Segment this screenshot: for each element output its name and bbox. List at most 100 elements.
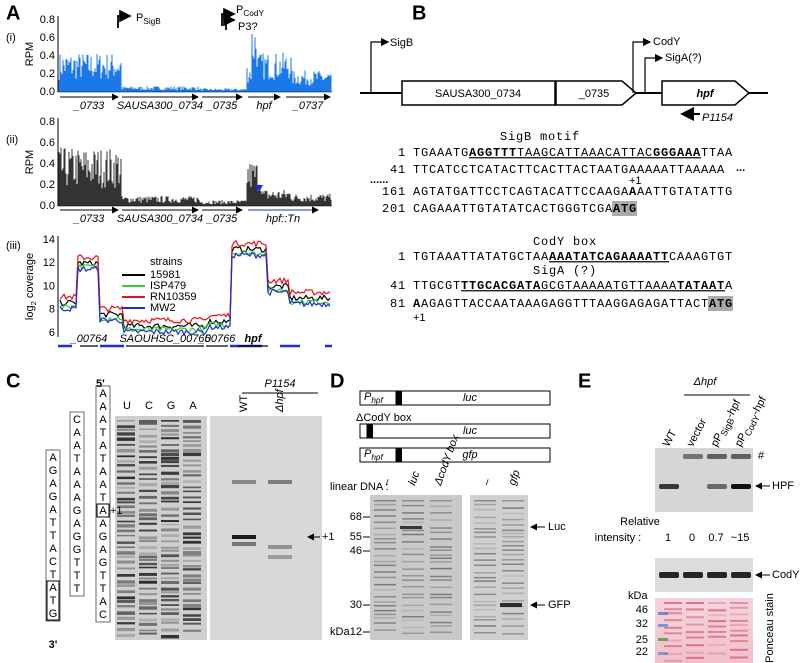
ponceau-band — [708, 625, 726, 628]
sequence: AGTATGATTCCTCAGTACATTCCAAGA — [413, 185, 629, 199]
gel-band — [183, 618, 201, 621]
gel-band — [430, 546, 452, 548]
gel-band — [474, 559, 496, 561]
sequence-letter: T — [100, 570, 107, 582]
motif-label: CodY box — [533, 235, 597, 249]
lane-label: vector — [685, 416, 710, 448]
gel-band — [430, 596, 452, 599]
sequence-letter: T — [50, 530, 57, 542]
gel-band — [161, 549, 179, 552]
lane-label: U — [123, 400, 131, 412]
promoter-label: Phpf — [364, 448, 384, 462]
gel-band — [502, 575, 524, 577]
gel-band — [183, 559, 201, 562]
gel-band — [374, 571, 396, 573]
gel-band — [139, 517, 157, 521]
gel-band — [474, 516, 496, 519]
lane-label-main: WT — [661, 428, 680, 449]
gel-band — [117, 491, 135, 494]
gel-band — [183, 536, 201, 539]
gel-band — [139, 502, 157, 505]
sequence-letter: C — [99, 609, 107, 621]
gel-band — [139, 489, 157, 493]
kda-tick-label: 32 — [636, 618, 648, 630]
gene-label: luc — [463, 392, 478, 404]
line-number: 1 — [398, 146, 406, 160]
y-tick-label: 8 — [49, 304, 55, 316]
lane-label: A — [189, 400, 197, 412]
band-label: Luc — [548, 521, 566, 533]
sequence-letter: A — [73, 440, 81, 452]
intensity-value: 0.7 — [708, 532, 723, 544]
sequence: TTAA — [701, 146, 733, 160]
gel-band — [117, 567, 135, 570]
sequence-letter: T — [100, 492, 107, 504]
gel-band — [502, 500, 524, 502]
gel-band — [139, 428, 157, 430]
sequence: A — [725, 279, 733, 293]
gel-band — [402, 533, 424, 536]
gel-band — [161, 554, 179, 558]
sequence-letter: C — [73, 414, 81, 426]
gel-band — [161, 577, 179, 580]
gel-band — [161, 587, 179, 591]
gel-band — [139, 423, 157, 425]
sequence: TTCATCCTCATACTTCACTTACTAATGAAAAATTAAAAA — [413, 163, 725, 177]
promoter-label-sub: CodY — [243, 9, 264, 18]
sequence: AAATATCAGAAAATT — [549, 250, 669, 264]
gel-band — [161, 563, 179, 567]
gel-band — [268, 480, 292, 484]
gel-band — [232, 480, 256, 484]
gel-band — [161, 478, 179, 481]
promoter-arrow — [370, 37, 390, 93]
ladder-band — [658, 612, 668, 615]
gel-band — [402, 504, 424, 507]
gel-band — [502, 535, 524, 538]
gene-label: SAUSA300_0734 — [117, 100, 203, 112]
gel-band — [474, 604, 496, 606]
gene-label: luc — [463, 425, 478, 437]
y-axis-label: RPM — [24, 42, 36, 66]
ponceau-band — [708, 614, 726, 617]
gel-band — [139, 461, 157, 464]
promoter-label: SigB — [390, 37, 413, 49]
sequence: TTGCGT — [413, 279, 461, 293]
ponceau-band — [730, 640, 748, 643]
ponceau-band — [664, 659, 682, 662]
tss-label: +1 — [413, 312, 426, 324]
gel-band — [183, 565, 201, 568]
promoter-label-main: P — [136, 12, 143, 24]
gel-band — [117, 534, 135, 537]
gel-band — [430, 505, 452, 508]
gel-band — [117, 599, 135, 603]
gel-band — [374, 527, 396, 530]
ponceau-band — [730, 634, 748, 637]
promoter-label: P3? — [238, 21, 258, 33]
gene-label: _0735 — [206, 213, 238, 225]
sequence-letter: T — [100, 427, 107, 439]
ponceau-band — [708, 643, 726, 646]
ponceau-band — [686, 656, 704, 659]
y-tick-label: 10 — [43, 280, 55, 292]
promoter-arrow — [223, 13, 236, 30]
gel-band — [402, 619, 424, 622]
gel-band — [161, 449, 179, 453]
ponceau-band — [730, 602, 748, 604]
sequence: A — [413, 297, 421, 311]
gel-band — [139, 566, 157, 569]
gel-band — [161, 433, 179, 436]
strain-label: Δhpf — [693, 376, 718, 388]
promoter-label: PSigB — [136, 12, 161, 26]
gel-band — [139, 622, 157, 626]
sequence-letter: A — [73, 492, 81, 504]
y-tick-label: 12 — [43, 257, 55, 269]
line-number: 201 — [382, 202, 406, 216]
legend-title: strains — [150, 256, 183, 268]
panel-label: B — [412, 2, 426, 24]
promoter-label-sub: hpf — [371, 453, 383, 462]
gel-band — [502, 524, 524, 526]
gel-band — [402, 568, 424, 570]
gel-band — [161, 628, 179, 632]
gel-band — [117, 460, 135, 463]
gel-band — [117, 476, 135, 480]
